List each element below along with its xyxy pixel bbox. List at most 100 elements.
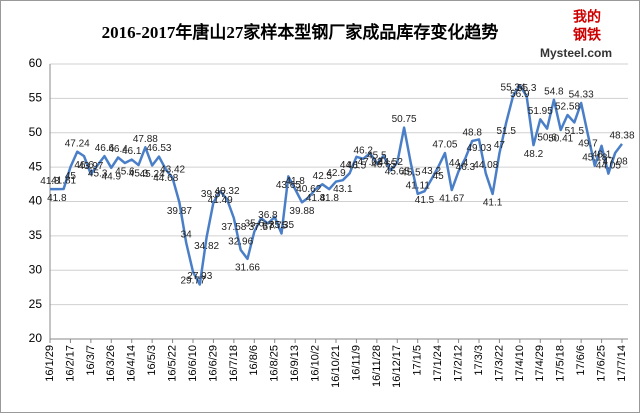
data-label: 47.02 [358, 157, 383, 168]
data-label: 41.67 [439, 194, 464, 205]
y-tick-label: 30 [29, 262, 43, 276]
data-label: 45.6 [115, 167, 135, 178]
data-label: 41.8 [40, 176, 60, 187]
data-label: 50.41 [548, 134, 573, 145]
x-tick-label: 16/6/29 [207, 345, 219, 382]
data-label: 48.2 [524, 149, 544, 160]
data-label: 47.24 [65, 138, 90, 149]
data-label: 44.68 [153, 173, 178, 184]
data-label: 51.5 [497, 126, 517, 137]
data-label: 47 [494, 140, 506, 151]
x-tick-label: 17/3/22 [493, 345, 505, 382]
data-label: 37.58 [221, 222, 246, 233]
x-tick-label: 16/5/3 [146, 345, 158, 376]
x-tick-label: 16/6/10 [187, 345, 199, 382]
data-label: 29.77 [180, 275, 205, 286]
data-label: 42.9 [326, 168, 346, 179]
data-label: 42.5 [313, 171, 333, 182]
data-label: 46.65 [371, 159, 396, 170]
x-tick-label: 17/1/24 [432, 345, 444, 382]
data-label: 46.4 [108, 144, 128, 155]
data-label: 43.97 [78, 161, 103, 172]
data-label: 46.6 [95, 143, 115, 154]
data-label: 52.58 [555, 102, 580, 113]
data-line [50, 84, 623, 286]
data-label: 40.62 [296, 184, 321, 195]
x-tick-label: 17/6/6 [575, 345, 587, 376]
data-label: 51.95 [528, 106, 553, 117]
data-label: 44.05 [596, 160, 621, 171]
x-tick-label: 16/10/2 [309, 345, 321, 382]
data-label: 50.75 [392, 114, 417, 125]
data-label: 46.3 [456, 162, 476, 173]
data-label: 48.1 [592, 149, 612, 160]
x-tick-label: 16/7/18 [228, 345, 240, 382]
data-label: 56.9 [510, 89, 530, 100]
x-tick-label: 17/4/29 [534, 345, 546, 382]
data-label: 44.9 [102, 171, 122, 182]
data-label: 45.3 [88, 169, 108, 180]
data-label: 46.2 [354, 146, 374, 157]
data-label: 41.8 [47, 193, 67, 204]
x-tick-label: 16/5/22 [166, 345, 178, 382]
x-tick-label: 16/9/13 [289, 345, 301, 382]
data-label: 43.42 [160, 165, 185, 176]
data-label: 55.34 [501, 83, 526, 94]
data-label: 45.18 [582, 153, 607, 164]
data-label: 45 [433, 171, 445, 182]
data-label: 41.8 [319, 193, 339, 204]
chart-title: 2016-2017年唐山27家样本型钢厂家成品库存变化趋势 [102, 22, 499, 42]
data-label: 32.96 [228, 237, 253, 248]
y-tick-label: 60 [29, 56, 43, 70]
x-tick-label: 16/12/17 [391, 345, 403, 388]
x-tick-label: 16/8/6 [248, 345, 260, 376]
x-tick-label: 16/3/26 [105, 345, 117, 382]
data-label: 51.5 [565, 126, 585, 137]
x-tick-label: 16/11/28 [371, 345, 383, 387]
data-label: 45.3 [129, 169, 149, 180]
data-label: 45.65 [385, 166, 410, 177]
data-label: 36.8 [258, 210, 278, 221]
data-label: 37.75 [262, 221, 287, 232]
x-tick-label: 16/3/7 [85, 345, 97, 376]
data-label: 34.82 [194, 241, 219, 252]
data-label: 48.8 [462, 128, 482, 139]
x-tick-label: 16/2/17 [64, 345, 76, 382]
watermark: 我的 [573, 9, 601, 25]
data-label: 43.1 [333, 184, 353, 195]
data-label: 34 [181, 229, 193, 240]
data-label: 50.6 [537, 132, 557, 143]
data-label: 49.7 [578, 138, 598, 149]
data-label: 44.08 [473, 160, 498, 171]
x-tick-label: 17/3/3 [473, 345, 485, 376]
data-label: 39.87 [167, 206, 192, 217]
data-label: 54.8 [544, 86, 564, 97]
data-label: 27.93 [187, 271, 212, 282]
data-label: 46.6 [74, 160, 94, 171]
data-label: 45.5 [401, 167, 421, 178]
data-label: 43.2 [422, 166, 442, 177]
data-label: 45.5 [367, 150, 387, 161]
x-tick-label: 17/6/25 [595, 345, 607, 382]
x-tick-label: 17/2/12 [452, 345, 464, 382]
data-label: 41.1 [483, 198, 503, 209]
data-label: 41.81 [51, 176, 76, 187]
x-tick-label: 16/10/21 [330, 345, 342, 388]
data-label: 41.8 [285, 176, 305, 187]
data-label: 39.88 [289, 206, 314, 217]
y-tick-label: 55 [29, 91, 43, 105]
y-tick-label: 50 [29, 125, 43, 139]
data-label: 41.49 [208, 195, 233, 206]
y-tick-label: 45 [29, 159, 43, 173]
data-label: 55.3 [517, 83, 537, 94]
x-tick-label: 17/1/5 [412, 345, 424, 376]
data-label: 43.65 [276, 180, 301, 191]
data-label: 41.8 [306, 193, 326, 204]
x-tick-label: 17/5/18 [555, 345, 567, 382]
y-tick-label: 20 [29, 331, 43, 345]
data-label: 45.24 [140, 169, 165, 180]
watermark: Mysteel.com [540, 46, 612, 60]
data-label: 54.33 [569, 90, 594, 101]
data-label: 47.08 [603, 156, 628, 167]
